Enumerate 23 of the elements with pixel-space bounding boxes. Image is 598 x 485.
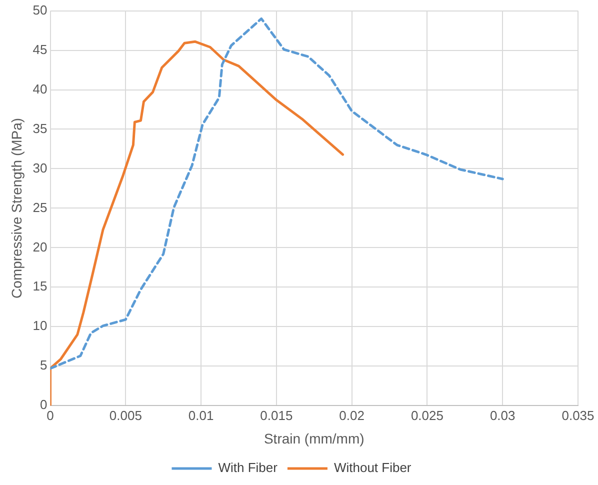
x-tick-label: 0.02 [339, 408, 364, 423]
y-axis-title: Compressive Strength (MPa) [8, 118, 24, 298]
y-tick-label: 10 [32, 318, 48, 334]
y-tick-label: 50 [32, 2, 48, 18]
y-tick-label: 0 [40, 397, 48, 412]
x-tick-label: 0.025 [410, 408, 444, 423]
y-tick-label: 30 [32, 160, 48, 176]
x-tick-label: 0.035 [562, 408, 594, 423]
x-tick-label: 0.01 [188, 408, 214, 423]
y-tick-label: 25 [32, 200, 48, 215]
y-tick-label: 20 [32, 239, 48, 254]
x-axis-title: Strain (mm/mm) [264, 430, 364, 446]
y-tick-label: 40 [32, 81, 48, 96]
y-tick-label: 45 [32, 42, 48, 57]
y-tick-label: 35 [32, 120, 48, 136]
legend-label: With Fiber [218, 460, 278, 476]
y-tick-label: 15 [32, 278, 48, 294]
x-tick-label: 0.03 [490, 408, 516, 423]
legend-label: Without Fiber [334, 460, 412, 476]
x-tick-label: 0.005 [109, 408, 142, 423]
x-tick-label: 0.015 [260, 408, 293, 423]
line-series [50, 17, 504, 370]
y-tick-label: 5 [40, 358, 48, 373]
